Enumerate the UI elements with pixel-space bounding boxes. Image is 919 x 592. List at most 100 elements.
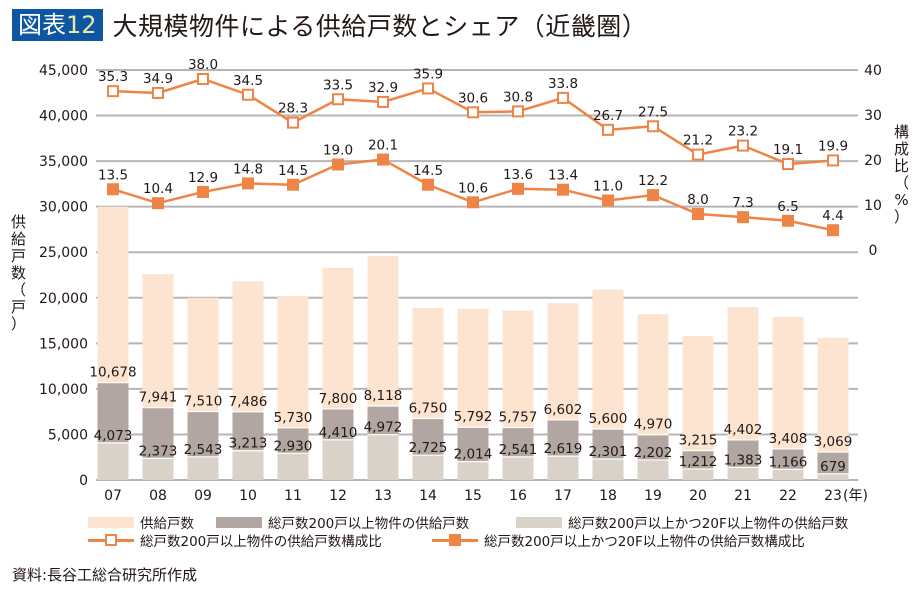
- figure-badge: 図表 12: [12, 9, 103, 41]
- bar-200plus-value-label: 7,941: [139, 390, 178, 406]
- bar-200plus-value-label: 3,215: [679, 433, 718, 449]
- x-tick-label: 22: [779, 488, 797, 504]
- hollow-square-marker: [692, 148, 704, 161]
- x-tick-label: 21: [734, 488, 752, 504]
- legend-hollow-square-marker-icon: [88, 534, 134, 546]
- bar-200plus-20f-supply: [367, 434, 399, 480]
- left-tick-label: 5,000: [48, 427, 88, 443]
- share-200plus-20f-value-label: 19.0: [323, 143, 353, 159]
- bar-200plus-value-label: 8,118: [364, 388, 403, 404]
- bar-200plus-20f-value-label: 2,543: [184, 442, 223, 458]
- x-tick-label: 19: [644, 488, 662, 504]
- legend-item-200plus-share: 総戸数200戸以上物件の供給戸数構成比: [88, 530, 382, 550]
- hollow-square-marker: [197, 73, 209, 85]
- filled-square-marker: [782, 214, 794, 227]
- filled-square-marker: [467, 196, 479, 209]
- bar-200plus-20f-supply: [637, 459, 669, 480]
- legend-item-200plus-20f: 総戸数200戸以上かつ20F以上物件の供給戸数: [516, 512, 848, 532]
- x-tick-label: 15: [464, 488, 482, 504]
- legend-label: 総戸数200戸以上かつ20F以上物件の供給戸数: [568, 516, 849, 532]
- share-200plus-value-label: 19.1: [773, 142, 803, 158]
- bar-200plus-20f-value-label: 679: [820, 459, 846, 475]
- x-tick-label: 18: [599, 488, 617, 504]
- share-200plus-value-label: 26.7: [593, 108, 623, 124]
- share-200plus-value-label: 35.3: [98, 69, 128, 85]
- chart-title-row: 図表 12 大規模物件による供給戸数とシェア（近畿圏）: [12, 8, 647, 42]
- right-tick-label: 30: [864, 108, 882, 124]
- bar-200plus-value-label: 3,408: [769, 431, 808, 447]
- share-200plus-value-label: 33.5: [323, 77, 353, 93]
- filled-square-marker: [242, 177, 254, 190]
- legend-label: 総戸数200戸以上物件の供給戸数構成比: [140, 534, 382, 550]
- legend-swatch-200plus-20f: [516, 516, 562, 528]
- bar-200plus-20f-supply: [97, 442, 129, 480]
- bar-200plus-20f-value-label: 3,213: [229, 436, 268, 452]
- figure-badge-number: 12: [66, 11, 97, 39]
- left-tick-label: 40,000: [39, 109, 88, 125]
- hollow-square-marker: [647, 120, 659, 133]
- left-axis-label-char: 給: [10, 230, 26, 248]
- bar-200plus-20f-supply: [457, 461, 489, 480]
- bar-200plus-20f-value-label: 2,301: [589, 444, 628, 460]
- bar-200plus-20f-supply: [772, 469, 804, 480]
- share-200plus-20f-value-label: 10.6: [458, 180, 488, 196]
- x-tick-label: 12: [329, 488, 347, 504]
- filled-square-marker: [557, 183, 569, 196]
- filled-square-marker: [422, 178, 434, 191]
- left-axis-label-char: ）: [10, 315, 26, 333]
- source-note: 資料:長谷工総合研究所作成: [12, 566, 198, 584]
- bar-200plus-20f-value-label: 2,014: [454, 447, 493, 463]
- hollow-square-marker: [287, 116, 299, 129]
- right-tick-label: 0: [869, 243, 878, 259]
- x-tick-label: 16: [509, 488, 527, 504]
- bar-200plus-value-label: 6,602: [544, 402, 583, 418]
- share-200plus-20f-value-label: 10.4: [143, 181, 173, 197]
- hollow-square-marker: [152, 86, 164, 99]
- share-200plus-value-label: 23.2: [728, 124, 758, 140]
- lines: [107, 73, 839, 237]
- share-200plus-20f-value-label: 13.4: [548, 168, 578, 184]
- share-200plus-20f-value-label: 11.0: [593, 179, 623, 195]
- share-200plus-20f-value-label: 12.2: [638, 173, 668, 189]
- legend-item-200plus: 総戸数200戸以上物件の供給戸数: [216, 512, 469, 532]
- x-tick-label: 14: [419, 488, 437, 504]
- left-tick-label: 35,000: [39, 154, 88, 170]
- legend-item-supply: 供給戸数: [88, 512, 194, 532]
- bar-200plus-20f-value-label: 4,410: [319, 425, 358, 441]
- left-tick-label: 45,000: [39, 63, 88, 79]
- share-200plus-20f-value-label: 12.9: [188, 170, 218, 186]
- legend-label: 供給戸数: [140, 516, 194, 532]
- bar-200plus-20f-value-label: 4,972: [364, 420, 403, 436]
- filled-square-marker: [512, 182, 524, 195]
- bar-200plus-value-label: 7,486: [229, 394, 268, 410]
- bar-200plus-value-label: 5,600: [589, 411, 628, 427]
- share-200plus-20f-value-label: 14.5: [278, 163, 308, 179]
- filled-square-marker: [737, 211, 749, 224]
- bar-200plus-20f-value-label: 2,373: [139, 443, 178, 459]
- x-tick-label: 20: [689, 488, 707, 504]
- tick-labels: 0 5,000 10,000 15,000 20,000 25,000 30,000 35,0…: [39, 63, 882, 504]
- share-200plus-20f-value-label: 13.5: [98, 167, 128, 183]
- bar-200plus-20f-supply: [727, 467, 759, 480]
- left-axis-label-char: 供: [10, 213, 26, 231]
- x-axis-unit-label: (年): [843, 488, 868, 504]
- x-tick-label: 09: [194, 488, 212, 504]
- bar-200plus-value-label: 4,970: [634, 417, 673, 433]
- left-tick-label: 15,000: [39, 336, 88, 352]
- share-200plus-value-label: 38.0: [188, 57, 218, 73]
- share-200plus-value-label: 35.9: [413, 66, 443, 82]
- filled-square-marker: [377, 153, 389, 166]
- bar-200plus-20f-value-label: 4,073: [94, 428, 133, 444]
- bar-200plus-20f-value-label: 1,166: [769, 454, 808, 470]
- share-200plus-20f-value-label: 14.8: [233, 161, 263, 177]
- right-tick-label: 40: [864, 63, 882, 79]
- bar-200plus-20f-supply: [817, 473, 849, 480]
- share-200plus-value-label: 21.2: [683, 133, 713, 149]
- bar-200plus-20f-supply: [232, 450, 264, 480]
- filled-square-marker: [197, 185, 209, 198]
- hollow-square-marker: [827, 154, 839, 167]
- legend-label: 総戸数200戸以上物件の供給戸数: [268, 516, 470, 532]
- bar-200plus-value-label: 4,402: [724, 422, 763, 438]
